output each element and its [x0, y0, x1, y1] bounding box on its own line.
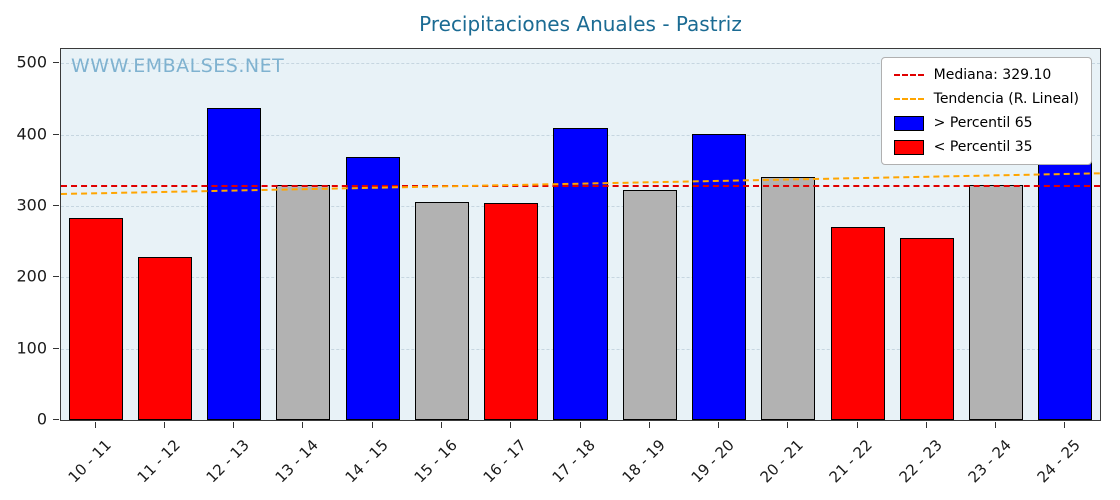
- legend-item-above-percentile: > Percentil 65: [893, 115, 1079, 131]
- x-tick-mark: [233, 422, 235, 428]
- legend-item-trend: Tendencia (R. Lineal): [893, 91, 1079, 107]
- x-tick-label-13-14: 13 - 14: [271, 436, 323, 487]
- plot-area: WWW.EMBALSES.NET Mediana: 329.10 Tendenc…: [60, 48, 1101, 421]
- x-tick-label-22-23: 22 - 23: [895, 436, 946, 487]
- bar-19-20: [692, 133, 747, 420]
- x-tick-mark: [925, 422, 927, 428]
- x-tick-mark: [440, 422, 442, 428]
- y-tick-label-300: 300: [16, 195, 47, 215]
- chart-title: Precipitaciones Anuales - Pastriz: [419, 12, 742, 36]
- x-tick-label-18-19: 18 - 19: [618, 436, 669, 487]
- legend-item-median: Mediana: 329.10: [893, 67, 1079, 83]
- trend-dashed-line-swatch: [893, 98, 924, 100]
- median-line: [61, 185, 1100, 188]
- legend-item-below-percentile: < Percentil 35: [893, 139, 1079, 155]
- bar-24-25: [1038, 114, 1093, 420]
- y-tick-mark: [53, 419, 59, 420]
- x-tick-mark: [1064, 422, 1066, 428]
- y-tick-mark: [53, 276, 59, 278]
- bar-16-17: [484, 203, 539, 420]
- x-tick-label-16-17: 16 - 17: [479, 436, 530, 487]
- y-tick-label-400: 400: [16, 124, 47, 144]
- x-axis: 10 - 11 11 - 12 12 - 13 13 - 14 14 - 15 15 - …: [60, 422, 1101, 500]
- x-tick-label-17-18: 17 - 18: [548, 436, 600, 487]
- median-dashed-line-swatch: [893, 74, 924, 76]
- x-tick-label-15-16: 15 - 16: [410, 436, 461, 487]
- bar-22-23: [899, 238, 954, 420]
- bar-14-15: [345, 157, 400, 420]
- legend-label-median: Mediana: 329.10: [933, 67, 1052, 83]
- y-tick-mark: [53, 133, 59, 135]
- y-tick-label-500: 500: [16, 52, 47, 72]
- x-tick-mark: [718, 422, 720, 428]
- bar-21-22: [830, 227, 885, 420]
- bar-18-19: [622, 190, 677, 420]
- x-tick-mark: [856, 422, 858, 428]
- x-tick-mark: [371, 422, 373, 428]
- bar-13-14: [276, 184, 331, 420]
- bar-15-16: [414, 202, 469, 420]
- x-tick-label-10-11: 10 - 11: [64, 436, 115, 487]
- blue-patch-swatch: [893, 115, 924, 131]
- y-axis: 0 100 200 300 400 500: [0, 48, 59, 429]
- y-tick-label-200: 200: [16, 266, 47, 286]
- x-tick-label-11-12: 11 - 12: [133, 436, 184, 487]
- x-tick-mark: [510, 422, 512, 428]
- x-tick-label-19-20: 19 - 20: [687, 436, 738, 487]
- bar-11-12: [137, 257, 192, 420]
- legend-label-above-percentile: > Percentil 65: [933, 115, 1033, 131]
- red-patch-swatch: [893, 139, 924, 155]
- legend-label-trend: Tendencia (R. Lineal): [933, 91, 1079, 107]
- legend-label-below-percentile: < Percentil 35: [933, 139, 1033, 155]
- y-tick-mark: [53, 62, 59, 64]
- y-tick-label-0: 0: [36, 409, 47, 429]
- x-tick-label-21-22: 21 - 22: [826, 436, 877, 487]
- bar-10-11: [68, 218, 123, 420]
- gridline-500: [61, 63, 1100, 65]
- bar-20-21: [761, 176, 816, 420]
- x-tick-label-23-24: 23 - 24: [964, 436, 1015, 487]
- x-tick-label-14-15: 14 - 15: [341, 436, 392, 487]
- x-tick-label-12-13: 12 - 13: [202, 436, 253, 487]
- x-tick-mark: [94, 422, 96, 428]
- x-tick-label-20-21: 20 - 21: [756, 436, 808, 487]
- x-tick-label-24-25: 24 - 25: [1033, 436, 1085, 487]
- x-tick-mark: [995, 422, 997, 428]
- bar-12-13: [207, 108, 262, 420]
- x-tick-mark: [787, 422, 789, 428]
- x-tick-mark: [579, 422, 581, 428]
- y-tick-label-100: 100: [16, 338, 47, 358]
- x-tick-mark: [302, 422, 304, 428]
- watermark: WWW.EMBALSES.NET: [71, 55, 285, 77]
- bar-17-18: [553, 128, 608, 420]
- y-tick-mark: [53, 347, 59, 349]
- y-tick-mark: [53, 204, 59, 206]
- bar-23-24: [969, 185, 1024, 420]
- legend: Mediana: 329.10 Tendencia (R. Lineal) > …: [880, 57, 1092, 165]
- x-tick-mark: [163, 422, 165, 428]
- x-tick-mark: [648, 422, 650, 428]
